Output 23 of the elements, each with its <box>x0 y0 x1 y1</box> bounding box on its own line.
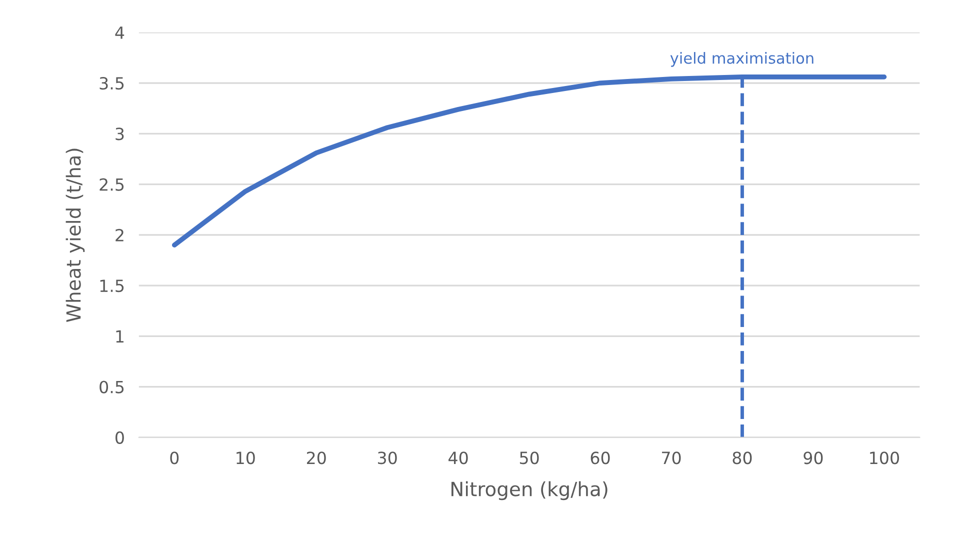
x-tick-label: 10 <box>236 452 255 464</box>
x-tick-label: 20 <box>306 452 326 464</box>
y-tick-label: 3.5 <box>100 76 124 90</box>
x-tick-label: 90 <box>804 452 823 464</box>
y-tick-label: 1.5 <box>100 280 124 292</box>
x-axis-title: Nitrogen (kg/ha) <box>452 481 608 500</box>
x-tick-label: 100 <box>870 452 899 464</box>
y-tick-label: 0 <box>116 431 124 444</box>
y-tick-label: 4 <box>115 26 124 39</box>
y-tick-label: 3 <box>116 128 124 140</box>
x-tick-label: 30 <box>378 452 397 464</box>
y-axis-title: Wheat yield (t/ha) <box>66 148 85 322</box>
y-tick-label: 1 <box>116 330 124 342</box>
y-tick-label: 0.5 <box>100 380 124 394</box>
y-tick-label: 2.5 <box>100 178 124 191</box>
x-tick-label: 70 <box>662 452 681 464</box>
x-tick-label: 40 <box>448 452 468 464</box>
y-tick-label: 2 <box>116 228 124 242</box>
x-tick-label: 0 <box>170 452 179 464</box>
x-tick-label: 60 <box>590 452 610 464</box>
x-tick-label: 50 <box>520 452 539 464</box>
ref-line-label: yield maximisation <box>670 52 814 67</box>
x-tick-label: 80 <box>732 452 752 464</box>
